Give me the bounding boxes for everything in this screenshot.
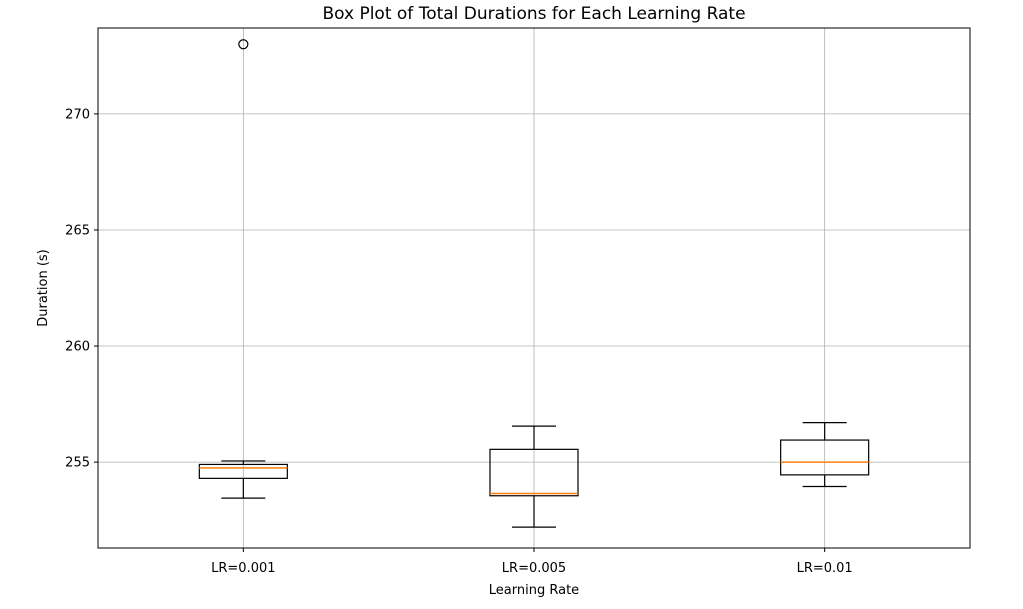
- y-tick-label: 255: [65, 456, 90, 471]
- x-tick-label: LR=0.01: [797, 561, 853, 576]
- y-tick-label: 265: [65, 223, 90, 238]
- chart-title: Box Plot of Total Durations for Each Lea…: [322, 4, 745, 24]
- x-tick-label: LR=0.001: [211, 561, 275, 576]
- x-axis-ticks: LR=0.001 LR=0.005 LR=0.01: [211, 548, 853, 576]
- y-tick-label: 270: [65, 107, 90, 122]
- box-series: [198, 39, 870, 528]
- y-axis-ticks: 255 260 265 270: [65, 107, 98, 471]
- y-tick-label: 260: [65, 340, 90, 355]
- box-iqr: [489, 448, 579, 497]
- box-iqr: [780, 439, 870, 476]
- x-axis-label: Learning Rate: [489, 583, 579, 598]
- y-axis-label: Duration (s): [36, 249, 51, 327]
- x-tick-label: LR=0.005: [502, 561, 566, 576]
- grid-lines: [98, 28, 970, 548]
- outlier-point: [238, 39, 249, 50]
- box-iqr: [198, 463, 288, 479]
